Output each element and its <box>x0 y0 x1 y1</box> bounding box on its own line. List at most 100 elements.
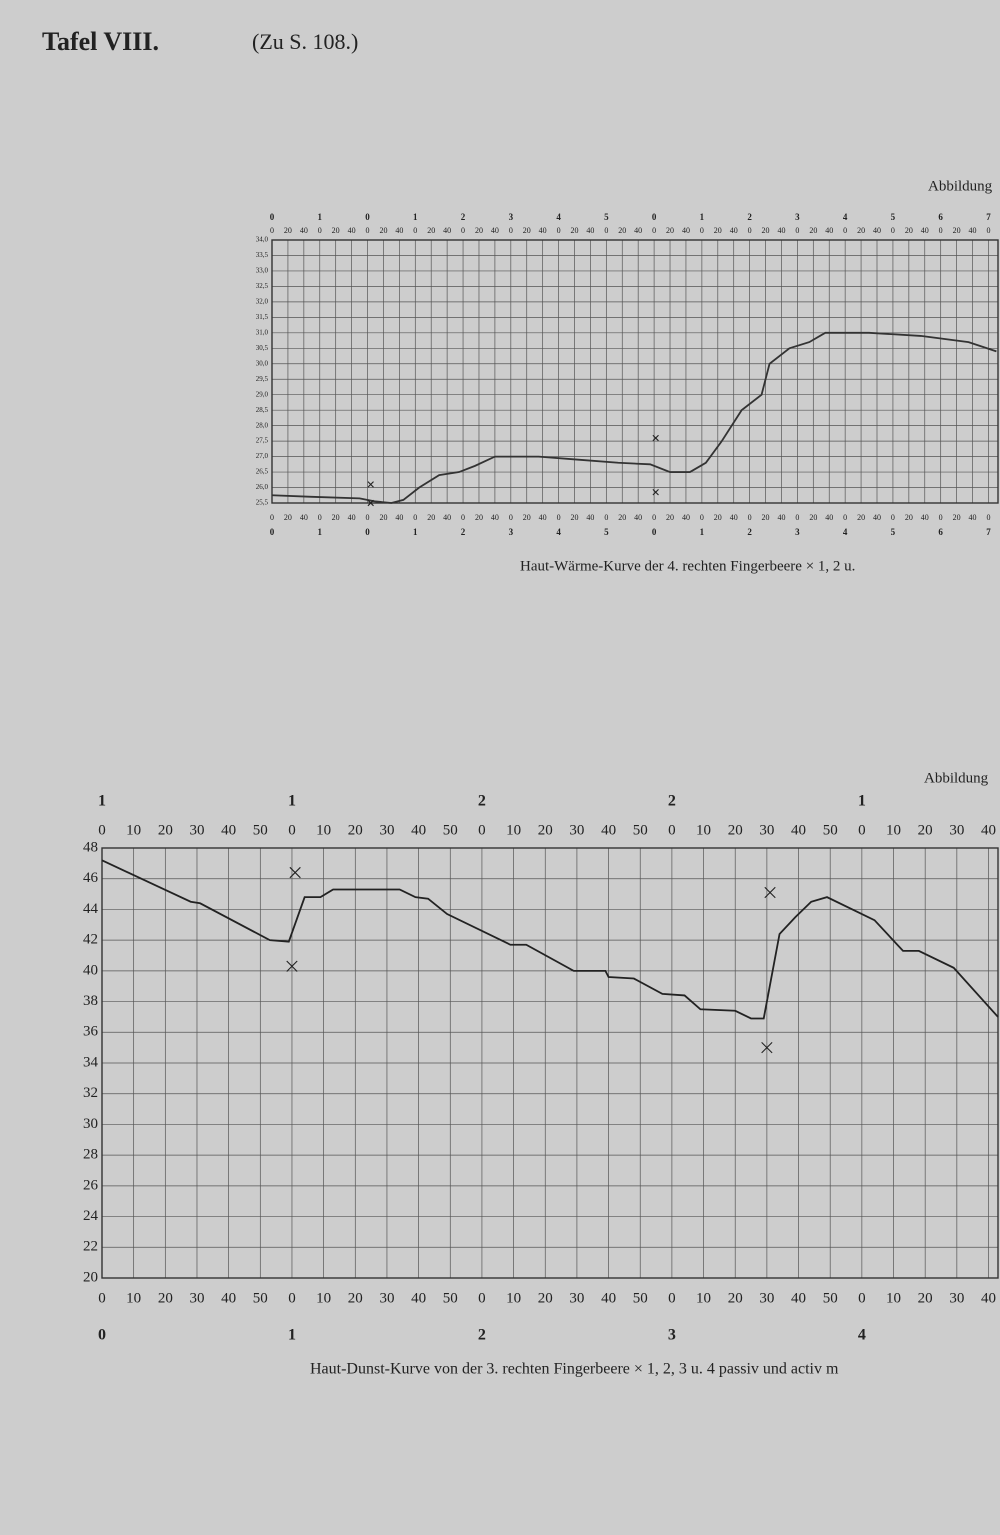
x-tick-label: 40 <box>443 513 451 522</box>
group-tick-label: 5 <box>891 212 896 222</box>
x-tick-label: 40 <box>969 513 977 522</box>
x-tick-label: 0 <box>891 226 895 235</box>
x-tick-label: 0 <box>843 226 847 235</box>
x-tick-label: 10 <box>506 822 521 838</box>
x-tick-label: 20 <box>918 822 933 838</box>
chart-title: Abbildung <box>924 770 989 786</box>
x-tick-label: 40 <box>634 513 642 522</box>
x-tick-label: 20 <box>953 226 961 235</box>
x-tick-label: 0 <box>270 226 274 235</box>
x-tick-label: 20 <box>158 1290 173 1306</box>
x-tick-label: 40 <box>586 226 594 235</box>
y-tick-label: 32,0 <box>256 297 269 305</box>
x-tick-label: 0 <box>478 1290 486 1306</box>
x-tick-label: 20 <box>714 513 722 522</box>
y-tick-label: 31,0 <box>256 328 269 336</box>
group-tick-label: 1 <box>318 527 323 537</box>
x-tick-label: 0 <box>270 513 274 522</box>
group-tick-label: 0 <box>652 527 657 537</box>
group-tick-label: 1 <box>98 793 106 810</box>
group-tick-label: 0 <box>652 212 657 222</box>
x-tick-label: 20 <box>762 513 770 522</box>
y-tick-label: 30,5 <box>256 344 269 352</box>
x-tick-label: 40 <box>491 513 499 522</box>
group-tick-label: 1 <box>288 1327 296 1344</box>
x-tick-label: 0 <box>604 513 608 522</box>
x-tick-label: 20 <box>348 1290 363 1306</box>
cross-marker <box>367 499 374 507</box>
x-tick-label: 10 <box>126 822 141 838</box>
group-tick-label: 1 <box>700 527 705 537</box>
x-tick-label: 20 <box>348 822 363 838</box>
group-tick-label: 2 <box>747 212 752 222</box>
x-tick-label: 20 <box>523 226 531 235</box>
x-tick-label: 20 <box>728 822 743 838</box>
y-tick-label: 28,5 <box>256 406 269 414</box>
x-tick-label: 0 <box>557 226 561 235</box>
x-tick-label: 0 <box>986 226 990 235</box>
y-tick-label: 31,5 <box>256 313 269 321</box>
x-tick-label: 40 <box>601 1290 616 1306</box>
group-tick-label: 6 <box>938 527 943 537</box>
x-tick-label: 0 <box>413 513 417 522</box>
x-tick-label: 20 <box>538 1290 553 1306</box>
x-tick-label: 20 <box>918 1290 933 1306</box>
curve <box>271 331 997 504</box>
x-tick-label: 10 <box>886 1290 901 1306</box>
x-tick-label: 40 <box>539 513 547 522</box>
x-tick-label: 20 <box>332 226 340 235</box>
x-tick-label: 30 <box>569 1290 584 1306</box>
x-tick-label: 20 <box>618 513 626 522</box>
group-tick-label: 2 <box>747 527 752 537</box>
group-tick-label: 7 <box>986 212 991 222</box>
x-tick-label: 50 <box>443 822 458 838</box>
y-tick-label: 36 <box>83 1024 99 1040</box>
y-tick-label: 29,5 <box>256 375 269 383</box>
x-tick-label: 40 <box>921 513 929 522</box>
y-tick-label: 34 <box>83 1054 99 1070</box>
x-tick-label: 40 <box>300 226 308 235</box>
cross-stroke <box>286 960 298 972</box>
x-tick-label: 20 <box>284 226 292 235</box>
x-tick-label: 20 <box>427 226 435 235</box>
group-tick-label: 0 <box>270 212 275 222</box>
x-tick-label: 30 <box>759 822 774 838</box>
x-tick-label: 20 <box>857 513 865 522</box>
x-tick-label: 0 <box>366 513 370 522</box>
x-tick-label: 0 <box>318 513 322 522</box>
x-tick-label: 20 <box>571 226 579 235</box>
x-tick-label: 0 <box>858 822 866 838</box>
x-tick-label: 20 <box>475 513 483 522</box>
x-tick-label: 40 <box>777 226 785 235</box>
x-tick-label: 20 <box>905 513 913 522</box>
cross-stroke <box>367 499 374 507</box>
x-tick-label: 20 <box>379 226 387 235</box>
cross-marker <box>289 866 301 879</box>
x-tick-label: 40 <box>586 513 594 522</box>
x-tick-label: 0 <box>939 226 943 235</box>
group-tick-label: 5 <box>604 527 609 537</box>
x-tick-label: 40 <box>601 822 616 838</box>
x-tick-label: 20 <box>666 513 674 522</box>
group-tick-label: 2 <box>461 527 466 537</box>
x-tick-label: 0 <box>461 226 465 235</box>
group-tick-label: 3 <box>795 212 800 222</box>
page-ref: (Zu S. 108.) <box>252 29 358 54</box>
group-tick-label: 4 <box>843 527 848 537</box>
x-tick-label: 20 <box>618 226 626 235</box>
group-tick-label: 4 <box>843 212 848 222</box>
y-tick-label: 30,0 <box>256 359 269 367</box>
group-tick-label: 5 <box>891 527 896 537</box>
x-tick-label: 10 <box>696 1290 711 1306</box>
x-tick-label: 10 <box>126 1290 141 1306</box>
cross-stroke <box>652 488 659 496</box>
x-tick-label: 50 <box>823 822 838 838</box>
x-tick-label: 20 <box>538 822 553 838</box>
x-tick-label: 30 <box>569 822 584 838</box>
x-tick-label: 20 <box>905 226 913 235</box>
x-tick-label: 20 <box>332 513 340 522</box>
y-tick-label: 26,0 <box>256 483 269 491</box>
x-tick-label: 20 <box>857 226 865 235</box>
x-tick-label: 40 <box>300 513 308 522</box>
